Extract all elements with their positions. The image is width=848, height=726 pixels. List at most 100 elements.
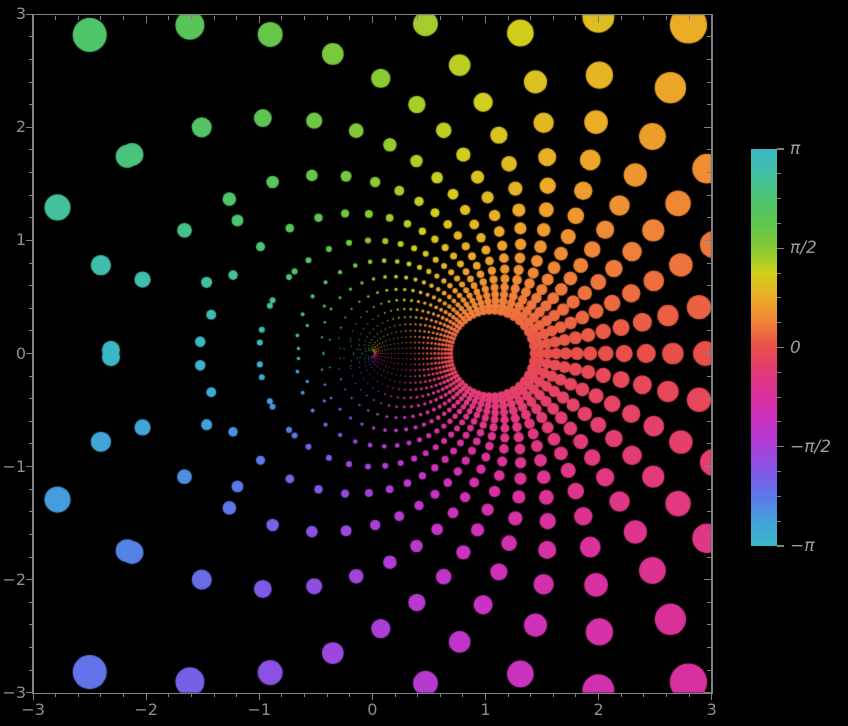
x-major-tick-top [371,15,373,23]
x-minor-tick-top [100,15,102,20]
y-minor-tick [29,511,33,513]
y-minor-tick [29,398,33,400]
x-minor-tick-top [552,15,554,20]
y-major-tick-right [704,692,712,694]
y-minor-tick-right [707,104,712,106]
y-minor-tick-right [707,149,712,151]
x-minor-tick-top [168,15,170,20]
x-minor-tick-top [620,15,622,20]
y-minor-tick-right [707,330,712,332]
x-minor-tick [100,692,102,697]
y-minor-tick [29,556,33,558]
colorbar-minor-tick [777,396,781,398]
x-minor-tick [688,692,690,697]
y-minor-tick [29,443,33,445]
y-tick-label: 0 [15,343,26,363]
x-major-tick-top [598,15,600,23]
x-minor-tick [575,692,577,697]
y-tick-label: −1 [2,456,26,476]
x-major-tick-top [32,15,34,23]
y-tick-label: −3 [2,682,26,702]
x-minor-tick-top [530,15,532,20]
y-minor-tick [29,601,33,603]
y-minor-tick-right [707,36,712,38]
y-tick-label: −2 [2,569,26,589]
colorbar-minor-tick [777,471,781,473]
x-minor-tick-top [439,15,441,20]
x-minor-tick [394,692,396,697]
y-axis-spine-right [711,14,713,694]
colorbar-minor-tick [777,371,781,373]
x-tick-label: 0 [367,700,378,719]
y-minor-tick [29,420,33,422]
x-major-tick-top [711,15,713,23]
y-major-tick-right [704,239,712,241]
x-minor-tick-top [688,15,690,20]
x-minor-tick [77,692,79,697]
y-minor-tick-right [707,81,712,83]
y-major-tick [26,239,33,241]
x-minor-tick [643,692,645,697]
colorbar [751,149,777,546]
y-minor-tick-right [707,533,712,535]
x-minor-tick [439,692,441,697]
colorbar-minor-tick [777,322,781,324]
x-major-tick [258,692,260,700]
x-minor-tick [507,692,509,697]
x-major-tick-top [484,15,487,23]
y-minor-tick-right [707,285,712,287]
y-minor-tick-right [707,375,712,377]
y-minor-tick-right [707,398,712,400]
x-minor-tick [417,692,419,697]
y-minor-tick [29,217,33,219]
colorbar-major-tick [777,545,784,547]
x-minor-tick [190,692,192,697]
x-minor-tick [55,692,57,697]
y-major-tick [26,692,33,694]
y-major-tick-right [704,579,712,581]
colorbar-minor-tick [777,297,781,299]
colorbar-major-tick [777,446,784,448]
y-minor-tick-right [707,58,712,60]
x-major-tick [484,692,487,700]
colorbar-minor-tick [777,272,781,274]
y-major-tick [26,352,33,355]
x-minor-tick-top [349,15,351,20]
colorbar-tick-label: −π [790,536,815,556]
colorbar-minor-tick [777,495,781,497]
colorbar-minor-tick [777,222,781,224]
y-tick-label: 3 [15,4,26,24]
x-minor-tick [620,692,622,697]
x-minor-tick-top [507,15,509,20]
y-minor-tick-right [707,601,712,603]
x-minor-tick [665,692,667,697]
y-minor-tick-right [707,624,712,626]
x-tick-label: −1 [247,700,272,719]
x-major-tick [711,692,713,700]
x-major-tick [32,692,34,700]
y-minor-tick [29,669,33,671]
y-major-tick [26,126,33,128]
x-minor-tick [326,692,328,697]
x-minor-tick-top [77,15,79,20]
y-major-tick [26,579,33,581]
x-minor-tick [168,692,170,697]
x-minor-tick-top [643,15,645,20]
y-minor-tick [29,375,33,377]
y-minor-tick [29,172,33,174]
x-minor-tick-top [236,15,238,20]
y-minor-tick-right [707,172,712,174]
colorbar-tick-label: 0 [790,337,801,358]
y-minor-tick [29,533,33,535]
y-minor-tick-right [707,307,712,309]
y-minor-tick [29,488,33,490]
x-minor-tick-top [304,15,306,20]
colorbar-gradient [751,149,777,546]
colorbar-major-tick [777,148,784,150]
x-tick-label: −2 [134,700,158,719]
y-major-tick-right [704,466,712,468]
colorbar-minor-tick [777,520,781,522]
colorbar-major-tick [777,346,784,349]
y-major-tick-right [704,13,712,15]
y-major-tick-right [704,352,712,355]
